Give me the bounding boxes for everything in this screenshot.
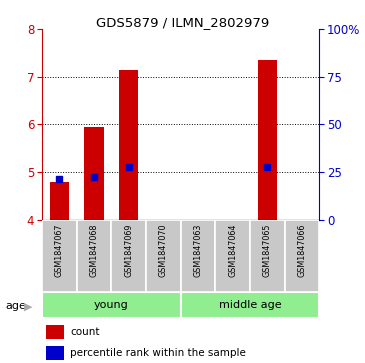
Text: GSM1847065: GSM1847065: [263, 224, 272, 277]
Bar: [250, 220, 285, 292]
Text: GSM1847069: GSM1847069: [124, 224, 133, 277]
Text: young: young: [94, 300, 129, 310]
Text: GSM1847064: GSM1847064: [228, 224, 237, 277]
Text: age: age: [5, 301, 26, 311]
Bar: [111, 220, 146, 292]
Bar: [46, 346, 64, 360]
Bar: [77, 220, 111, 292]
Bar: [258, 60, 277, 220]
Bar: [215, 220, 250, 292]
Bar: [119, 70, 138, 220]
Bar: [181, 220, 215, 292]
Bar: [50, 182, 69, 220]
Text: GDS5879 / ILMN_2802979: GDS5879 / ILMN_2802979: [96, 16, 269, 29]
Bar: [42, 292, 181, 318]
Text: GSM1847063: GSM1847063: [193, 224, 203, 277]
Bar: [285, 220, 319, 292]
Text: GSM1847070: GSM1847070: [159, 224, 168, 277]
Text: percentile rank within the sample: percentile rank within the sample: [70, 348, 246, 358]
Bar: [42, 220, 77, 292]
Text: middle age: middle age: [219, 300, 281, 310]
Text: GSM1847068: GSM1847068: [89, 224, 99, 277]
Bar: [146, 220, 181, 292]
Text: GSM1847067: GSM1847067: [55, 224, 64, 277]
Bar: [46, 325, 64, 339]
Text: count: count: [70, 327, 100, 337]
Bar: [181, 292, 319, 318]
Bar: [84, 127, 104, 220]
Text: GSM1847066: GSM1847066: [297, 224, 307, 277]
Text: ▶: ▶: [24, 302, 32, 312]
